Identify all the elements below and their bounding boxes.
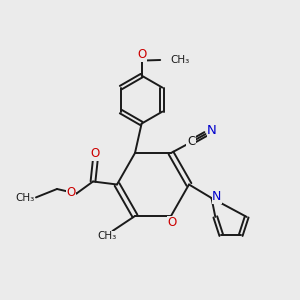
- Text: O: O: [137, 48, 146, 61]
- Text: O: O: [67, 186, 76, 200]
- Text: CH₃: CH₃: [98, 231, 117, 242]
- Text: N: N: [212, 190, 222, 203]
- Text: C: C: [187, 135, 195, 148]
- Text: O: O: [168, 216, 177, 229]
- Text: CH₃: CH₃: [171, 55, 190, 65]
- Text: CH₃: CH₃: [15, 193, 34, 203]
- Text: N: N: [207, 124, 217, 137]
- Text: O: O: [91, 147, 100, 160]
